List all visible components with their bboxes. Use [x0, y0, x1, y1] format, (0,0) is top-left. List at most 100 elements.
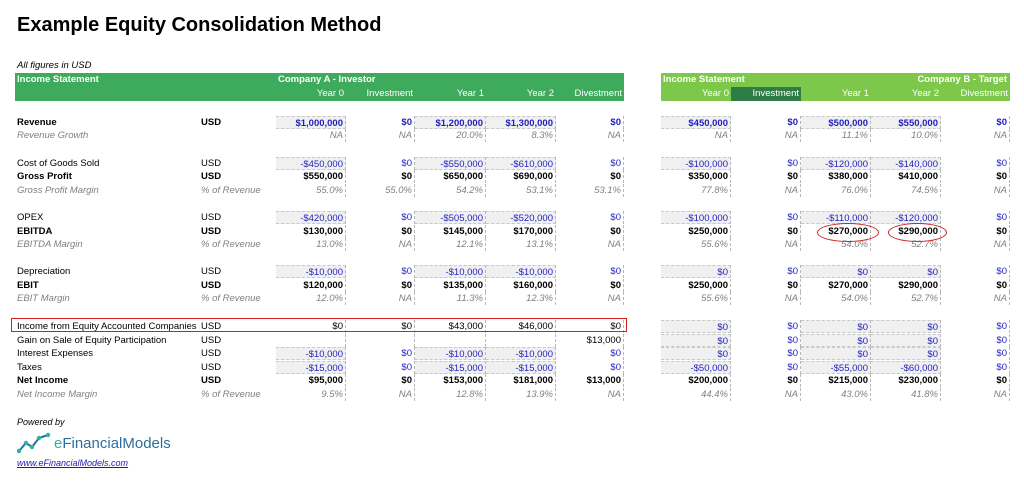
- cell-a-1[interactable]: $0: [346, 225, 415, 238]
- cell-a-4[interactable]: $0: [556, 279, 624, 292]
- cell-a-1[interactable]: [346, 334, 415, 347]
- cell-b-0[interactable]: $350,000: [661, 170, 731, 183]
- cell-b-0[interactable]: -$100,000: [661, 157, 731, 170]
- cell-a-2[interactable]: $650,000: [415, 170, 486, 183]
- cell-a-4[interactable]: $0: [556, 157, 624, 170]
- cell-a-0[interactable]: $130,000: [276, 225, 346, 238]
- cell-a-2[interactable]: -$10,000: [415, 265, 486, 278]
- cell-b-4[interactable]: NA: [941, 238, 1010, 251]
- cell-b-2[interactable]: -$120,000: [801, 157, 871, 170]
- cell-b-0[interactable]: $250,000: [661, 225, 731, 238]
- cell-a-1[interactable]: NA: [346, 388, 415, 401]
- cell-a-0[interactable]: -$10,000: [276, 265, 346, 278]
- cell-b-3[interactable]: -$60,000: [871, 361, 941, 374]
- cell-b-1[interactable]: $0: [731, 211, 801, 224]
- cell-b-4[interactable]: NA: [941, 292, 1010, 305]
- cell-a-3[interactable]: $170,000: [486, 225, 556, 238]
- cell-a-0[interactable]: $1,000,000: [276, 116, 346, 129]
- cell-b-4[interactable]: NA: [941, 184, 1010, 197]
- cell-b-4[interactable]: $0: [941, 225, 1010, 238]
- cell-a-4[interactable]: $0: [556, 225, 624, 238]
- cell-a-4[interactable]: $0: [556, 320, 624, 333]
- cell-b-2[interactable]: 54.0%: [801, 292, 871, 305]
- cell-b-3[interactable]: $230,000: [871, 374, 941, 387]
- cell-a-3[interactable]: $1,300,000: [486, 116, 556, 129]
- cell-b-2[interactable]: $270,000: [801, 279, 871, 292]
- cell-b-2[interactable]: $215,000: [801, 374, 871, 387]
- cell-a-2[interactable]: $43,000: [415, 320, 486, 333]
- cell-a-4[interactable]: $0: [556, 116, 624, 129]
- cell-a-3[interactable]: 8.3%: [486, 129, 556, 142]
- cell-a-2[interactable]: $1,200,000: [415, 116, 486, 129]
- cell-a-2[interactable]: $135,000: [415, 279, 486, 292]
- cell-b-3[interactable]: -$120,000: [871, 211, 941, 224]
- cell-b-3[interactable]: 52.7%: [871, 238, 941, 251]
- cell-a-3[interactable]: $160,000: [486, 279, 556, 292]
- cell-a-0[interactable]: $120,000: [276, 279, 346, 292]
- cell-b-3[interactable]: -$140,000: [871, 157, 941, 170]
- cell-b-0[interactable]: 77.8%: [661, 184, 731, 197]
- cell-a-1[interactable]: $0: [346, 211, 415, 224]
- cell-b-2[interactable]: 54.0%: [801, 238, 871, 251]
- cell-a-3[interactable]: -$10,000: [486, 265, 556, 278]
- cell-b-3[interactable]: 41.8%: [871, 388, 941, 401]
- cell-a-4[interactable]: $13,000: [556, 334, 624, 347]
- cell-b-3[interactable]: $290,000: [871, 279, 941, 292]
- cell-a-2[interactable]: 54.2%: [415, 184, 486, 197]
- cell-b-0[interactable]: $0: [661, 347, 731, 360]
- cell-b-1[interactable]: NA: [731, 238, 801, 251]
- cell-b-3[interactable]: $410,000: [871, 170, 941, 183]
- cell-b-2[interactable]: 11.1%: [801, 129, 871, 142]
- cell-b-0[interactable]: $200,000: [661, 374, 731, 387]
- cell-b-1[interactable]: $0: [731, 374, 801, 387]
- cell-b-2[interactable]: -$110,000: [801, 211, 871, 224]
- cell-a-2[interactable]: -$505,000: [415, 211, 486, 224]
- cell-b-2[interactable]: 76.0%: [801, 184, 871, 197]
- cell-b-1[interactable]: $0: [731, 279, 801, 292]
- cell-b-2[interactable]: $0: [801, 320, 871, 333]
- cell-b-1[interactable]: NA: [731, 388, 801, 401]
- cell-b-4[interactable]: $0: [941, 347, 1010, 360]
- cell-b-4[interactable]: $0: [941, 211, 1010, 224]
- cell-a-2[interactable]: 12.8%: [415, 388, 486, 401]
- cell-b-2[interactable]: $380,000: [801, 170, 871, 183]
- cell-b-3[interactable]: $0: [871, 334, 941, 347]
- cell-a-3[interactable]: 12.3%: [486, 292, 556, 305]
- cell-a-2[interactable]: [415, 334, 486, 347]
- cell-a-4[interactable]: 53.1%: [556, 184, 624, 197]
- cell-a-2[interactable]: $153,000: [415, 374, 486, 387]
- cell-a-1[interactable]: $0: [346, 374, 415, 387]
- cell-b-1[interactable]: $0: [731, 265, 801, 278]
- cell-b-2[interactable]: $0: [801, 265, 871, 278]
- cell-a-2[interactable]: -$15,000: [415, 361, 486, 374]
- cell-b-4[interactable]: $0: [941, 116, 1010, 129]
- cell-b-1[interactable]: NA: [731, 184, 801, 197]
- cell-a-4[interactable]: NA: [556, 129, 624, 142]
- cell-a-4[interactable]: $13,000: [556, 374, 624, 387]
- cell-b-0[interactable]: $0: [661, 265, 731, 278]
- cell-b-4[interactable]: $0: [941, 374, 1010, 387]
- cell-b-1[interactable]: $0: [731, 157, 801, 170]
- cell-a-2[interactable]: $145,000: [415, 225, 486, 238]
- cell-b-3[interactable]: $0: [871, 265, 941, 278]
- cell-a-4[interactable]: $0: [556, 347, 624, 360]
- cell-b-1[interactable]: $0: [731, 225, 801, 238]
- cell-a-4[interactable]: $0: [556, 265, 624, 278]
- cell-b-1[interactable]: $0: [731, 170, 801, 183]
- cell-b-0[interactable]: $250,000: [661, 279, 731, 292]
- cell-a-3[interactable]: -$10,000: [486, 347, 556, 360]
- cell-b-1[interactable]: $0: [731, 347, 801, 360]
- cell-a-0[interactable]: $0: [276, 320, 346, 333]
- cell-a-3[interactable]: 13.1%: [486, 238, 556, 251]
- cell-a-1[interactable]: $0: [346, 157, 415, 170]
- cell-a-2[interactable]: 20.0%: [415, 129, 486, 142]
- cell-a-3[interactable]: [486, 334, 556, 347]
- cell-a-1[interactable]: NA: [346, 129, 415, 142]
- cell-a-0[interactable]: $550,000: [276, 170, 346, 183]
- cell-a-3[interactable]: $181,000: [486, 374, 556, 387]
- cell-b-4[interactable]: $0: [941, 170, 1010, 183]
- cell-b-3[interactable]: $550,000: [871, 116, 941, 129]
- cell-b-1[interactable]: $0: [731, 116, 801, 129]
- cell-b-1[interactable]: NA: [731, 292, 801, 305]
- cell-a-3[interactable]: -$520,000: [486, 211, 556, 224]
